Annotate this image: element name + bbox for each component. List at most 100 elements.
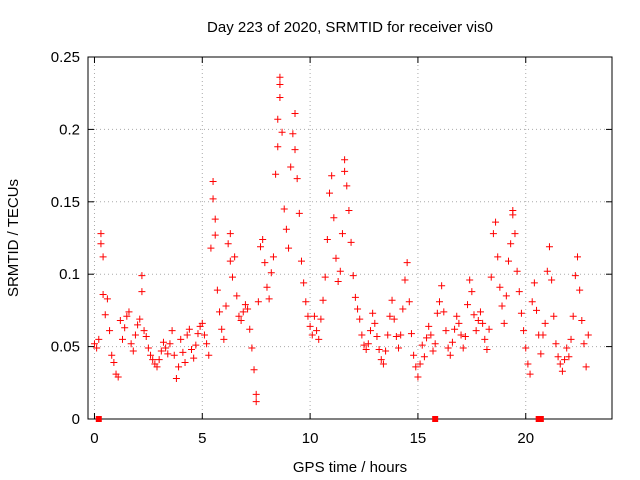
data-point <box>127 340 135 348</box>
data-point <box>338 230 346 238</box>
data-point <box>440 308 448 316</box>
data-point <box>244 305 252 313</box>
data-point <box>569 312 577 320</box>
data-point <box>476 308 484 316</box>
data-point <box>565 353 573 361</box>
data-point <box>280 205 288 213</box>
data-point <box>267 269 275 277</box>
data-point <box>334 277 342 285</box>
data-point <box>188 345 196 353</box>
data-point <box>517 309 525 317</box>
data-point <box>550 312 558 320</box>
data-point <box>170 351 178 359</box>
data-point <box>492 218 500 226</box>
data-point <box>371 319 379 327</box>
data-point <box>520 327 528 335</box>
data-point <box>530 279 538 287</box>
data-point <box>209 178 217 186</box>
data-point <box>351 293 359 301</box>
data-point <box>459 344 467 352</box>
data-point <box>382 347 390 355</box>
data-point <box>287 163 295 171</box>
data-point <box>235 312 243 320</box>
data-point <box>498 302 506 310</box>
data-point <box>259 235 267 243</box>
data-point <box>407 330 415 338</box>
data-point <box>332 254 340 262</box>
data-point <box>451 325 459 333</box>
data-point <box>319 296 327 304</box>
data-point <box>528 298 536 306</box>
data-point <box>360 341 368 349</box>
data-point <box>533 306 541 314</box>
data-point <box>464 301 472 309</box>
data-point <box>114 373 122 381</box>
data-point <box>543 267 551 275</box>
data-point <box>414 373 422 381</box>
data-point <box>366 327 374 335</box>
data-point <box>343 182 351 190</box>
data-point <box>241 301 249 309</box>
data-point <box>263 283 271 291</box>
data-point <box>95 335 103 343</box>
data-point <box>99 253 107 261</box>
data-point <box>153 363 161 371</box>
data-point <box>233 292 241 300</box>
x-tick-label: 15 <box>410 430 427 447</box>
data-point <box>310 312 318 320</box>
data-point <box>302 298 310 306</box>
data-point <box>306 322 314 330</box>
data-point <box>507 240 515 248</box>
data-point <box>416 360 424 368</box>
data-point <box>369 309 377 317</box>
data-point <box>295 209 303 217</box>
data-point <box>563 344 571 352</box>
data-point <box>209 195 217 203</box>
data-point <box>390 315 398 323</box>
data-point <box>427 331 435 339</box>
data-point <box>567 335 575 343</box>
data-point <box>425 322 433 330</box>
data-point <box>272 170 280 178</box>
data-point <box>93 344 101 352</box>
zero-marker <box>95 416 102 422</box>
data-point <box>341 167 349 175</box>
zero-markers <box>95 416 544 422</box>
data-point <box>509 206 517 214</box>
data-point <box>110 359 118 367</box>
data-point <box>336 267 344 275</box>
data-point <box>379 360 387 368</box>
data-point <box>515 288 523 296</box>
data-point <box>237 317 245 325</box>
data-point <box>218 325 226 333</box>
data-point <box>203 340 211 348</box>
data-point <box>276 81 284 89</box>
data-point <box>576 286 584 294</box>
data-point <box>461 332 469 340</box>
y-tick-label: 0.25 <box>51 49 80 66</box>
data-point <box>162 344 170 352</box>
data-point <box>362 345 370 353</box>
data-point <box>269 253 277 261</box>
zero-marker <box>432 416 439 422</box>
data-point <box>412 363 420 371</box>
data-point <box>418 341 426 349</box>
data-point <box>192 341 200 349</box>
data-point <box>466 276 474 284</box>
data-point <box>274 115 282 123</box>
data-point <box>323 235 331 243</box>
data-point <box>252 398 260 406</box>
data-point <box>571 272 579 280</box>
data-point <box>144 344 152 352</box>
data-point <box>584 331 592 339</box>
data-point <box>429 347 437 355</box>
data-point <box>254 298 262 306</box>
data-point <box>142 332 150 340</box>
data-point <box>321 273 329 281</box>
data-point <box>175 363 183 371</box>
data-point <box>561 356 569 364</box>
tick-labels: 0 5 10 15 20 0 0.05 0.1 0.15 0.2 0.25 <box>51 49 534 447</box>
data-point <box>200 331 208 339</box>
data-point <box>468 288 476 296</box>
